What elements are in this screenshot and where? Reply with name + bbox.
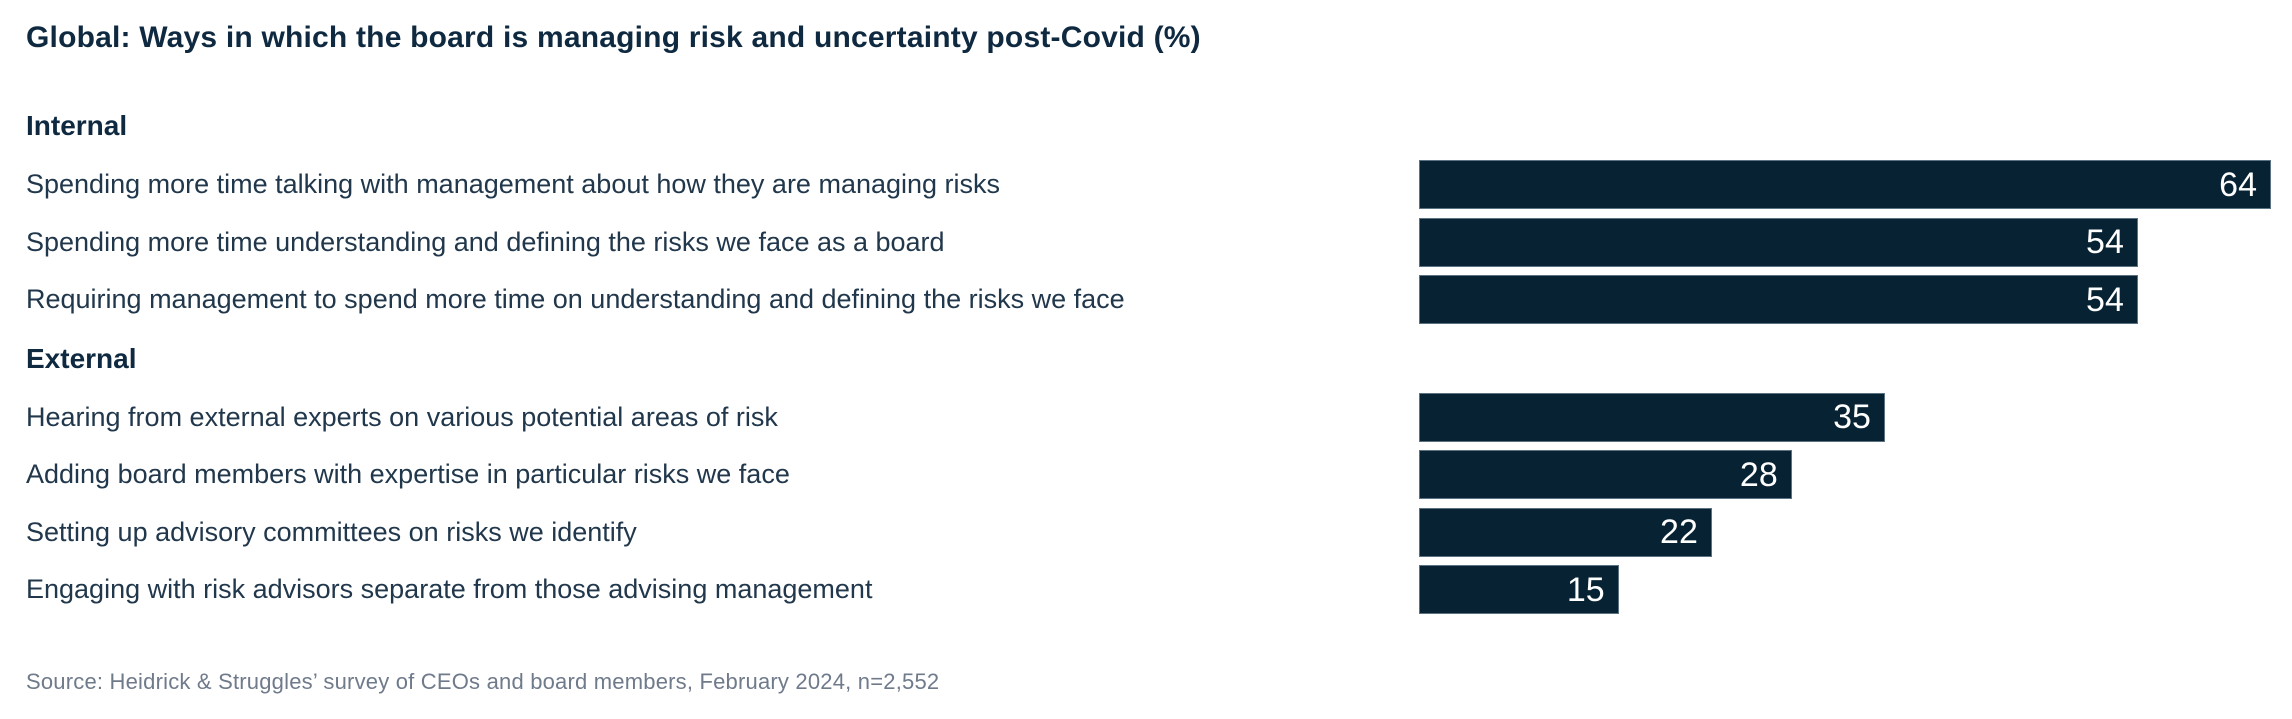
chart-row: Adding board members with expertise in p… xyxy=(26,446,2272,504)
chart-row: Engaging with risk advisors separate fro… xyxy=(26,561,2272,619)
row-label: Spending more time understanding and def… xyxy=(26,226,945,257)
bar-chart: Internal Spending more time talking with … xyxy=(26,96,2272,619)
row-label: Engaging with risk advisors separate fro… xyxy=(26,574,873,605)
bar: 35 xyxy=(1419,392,1885,442)
bar-value: 54 xyxy=(2086,280,2124,319)
bar: 28 xyxy=(1419,450,1792,500)
chart-row: Setting up advisory committees on risks … xyxy=(26,504,2272,562)
bar-value: 35 xyxy=(1833,398,1871,437)
row-label: Hearing from external experts on various… xyxy=(26,401,778,432)
bar: 64 xyxy=(1419,160,2271,210)
section-header-external: External xyxy=(26,342,137,374)
bar-value: 64 xyxy=(2219,165,2257,204)
row-label: Adding board members with expertise in p… xyxy=(26,459,790,490)
bar-track: 22 xyxy=(1419,507,2271,557)
chart-row: Spending more time understanding and def… xyxy=(26,214,2272,272)
source-note: Source: Heidrick & Struggles’ survey of … xyxy=(26,668,940,694)
bar: 54 xyxy=(1419,275,2138,325)
chart-row: Requiring management to spend more time … xyxy=(26,271,2272,329)
bar-value: 28 xyxy=(1739,455,1778,494)
bar-value: 15 xyxy=(1566,570,1605,609)
row-label: Setting up advisory committees on risks … xyxy=(26,516,637,547)
bar-value: 54 xyxy=(2086,223,2124,262)
bar-track: 35 xyxy=(1419,392,2271,442)
row-label: Requiring management to spend more time … xyxy=(26,284,1125,315)
bar: 22 xyxy=(1419,507,1712,557)
bar-track: 54 xyxy=(1419,275,2271,325)
chart-row: Spending more time talking with manageme… xyxy=(26,156,2272,214)
section-header-internal: Internal xyxy=(26,110,128,141)
bar: 15 xyxy=(1419,565,1619,615)
bar-track: 64 xyxy=(1419,160,2271,210)
bar-track: 54 xyxy=(1419,217,2271,267)
bar-track: 15 xyxy=(1419,565,2271,615)
chart-title: Global: Ways in which the board is manag… xyxy=(26,21,1201,54)
bar-track: 28 xyxy=(1419,450,2271,500)
row-label: Spending more time talking with manageme… xyxy=(26,169,1001,200)
chart-row: Hearing from external experts on various… xyxy=(26,389,2272,447)
bar-value: 22 xyxy=(1660,513,1698,552)
bar: 54 xyxy=(1419,217,2138,267)
